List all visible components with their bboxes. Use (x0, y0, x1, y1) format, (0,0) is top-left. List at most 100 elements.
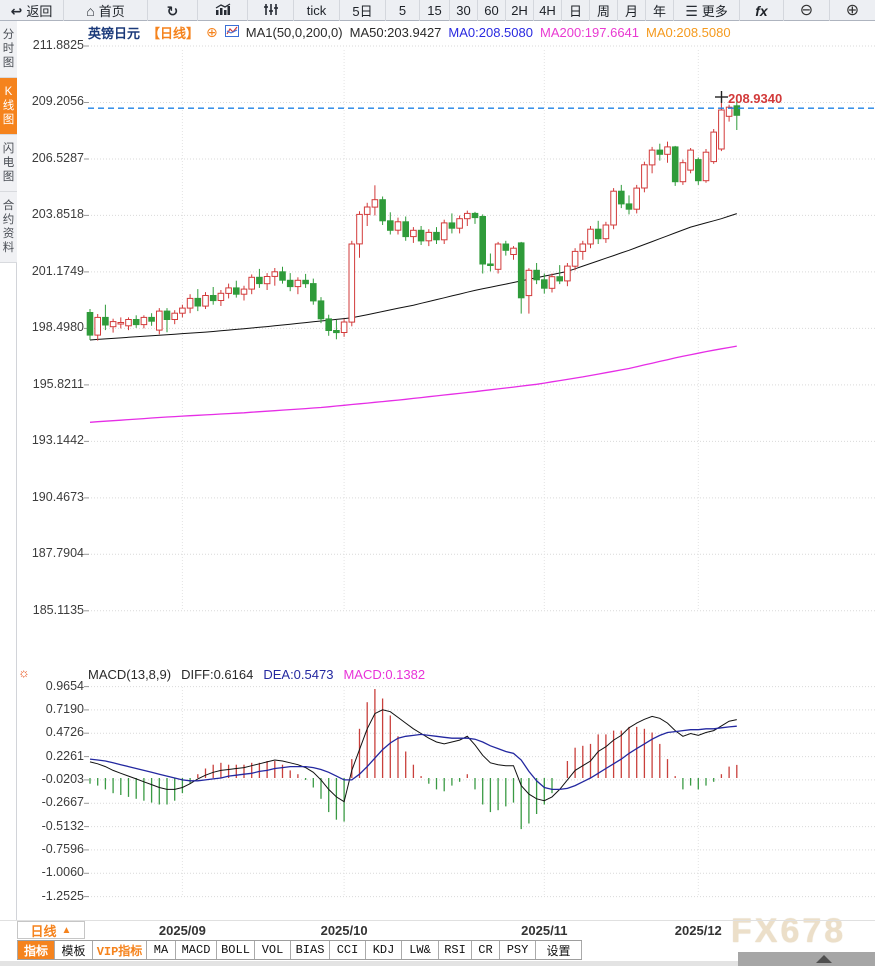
refresh-icon: ↻ (166, 2, 179, 19)
sidebar-item-contract-info[interactable]: 合约资料 (0, 192, 17, 263)
toolbar-label: 更多 (701, 4, 728, 19)
macd-header: MACD(13,8,9) DIFF:0.6164 DEA:0.5473 MACD… (88, 667, 425, 682)
indicator-settings-icon[interactable]: ☼ (18, 665, 30, 680)
toolbar-m60[interactable]: 60 (478, 0, 506, 21)
horizontal-scrollbar-track[interactable] (0, 961, 875, 966)
tab-macd[interactable]: MACD (176, 941, 217, 959)
dea-value: DEA:0.5473 (263, 667, 334, 682)
divider (0, 920, 875, 921)
toolbar-h2[interactable]: 2H (506, 0, 534, 21)
tab-boll[interactable]: BOLL (217, 941, 255, 959)
macd-formula: MACD(13,8,9) (88, 667, 172, 682)
ma200-value: MA200:197.6641 (539, 24, 640, 40)
toolbar-bar-chart[interactable] (198, 0, 248, 21)
toolbar-tick[interactable]: tick (294, 0, 340, 21)
ma-formula: MA1(50,0,200,0) (245, 24, 343, 40)
tab-zhibiao[interactable]: 指标 (17, 941, 55, 959)
zoom-in-icon: ⊕ (845, 1, 860, 19)
period-selector[interactable]: 日线 ▲ (17, 921, 85, 939)
candlestick-icon (263, 3, 279, 18)
watermark: FX678 (731, 912, 847, 950)
horizontal-scrollbar-thumb[interactable] (738, 952, 875, 966)
period-selector-label: 日线 (30, 923, 57, 939)
toolbar-back[interactable]: ↩ 返回 (0, 0, 64, 21)
toolbar-zoom-in[interactable]: ⊕ (830, 0, 875, 21)
toolbar-label: 30 (456, 3, 471, 18)
ma0-blue-value: MA0:208.5080 (448, 24, 533, 40)
price-axis-label: 211.8825 (32, 38, 84, 52)
toolbar-label: 5 (398, 3, 407, 18)
last-price-label: 208.9340 (728, 91, 783, 106)
macd-axis-label: -1.2525 (41, 888, 84, 903)
toolbar: ↩ 返回 ⌂ 首页 ↻ tick 5日 5 15 30 60 2H 4H 日周月年 ☰ 更多 fx ⊖ ⊕ (0, 0, 875, 21)
home-icon: ⌂ (86, 2, 95, 19)
price-axis-label: 195.8211 (32, 376, 84, 391)
macd-axis-label: -0.7596 (41, 841, 84, 856)
toolbar-m5[interactable]: 5 (386, 0, 420, 21)
collapse-arrow-icon: ▲ (61, 924, 72, 936)
tab-moban[interactable]: 模板 (55, 941, 93, 959)
tab-bias[interactable]: BIAS (291, 941, 330, 959)
period-tag: 【日线】 (147, 25, 200, 41)
tab-vol[interactable]: VOL (255, 941, 291, 959)
price-axis-label: 206.5287 (31, 150, 84, 165)
macd-axis-label: 0.2261 (45, 748, 84, 763)
tab-lwr[interactable]: LW& (402, 941, 439, 959)
toolbar-more[interactable]: ☰ 更多 (674, 0, 740, 21)
toolbar-month[interactable]: 月 (618, 0, 646, 21)
toolbar-week[interactable]: 周 (590, 0, 618, 21)
tab-shezhi[interactable]: 设置 (536, 941, 582, 959)
toolbar-label: 月 (624, 4, 638, 19)
ma-settings-icon[interactable] (224, 24, 239, 40)
bar-chart-icon (215, 3, 231, 18)
toolbar-h4[interactable]: 4H (534, 0, 562, 21)
toolbar-label: fx (755, 2, 768, 19)
price-axis-label: 201.1749 (31, 263, 84, 278)
tab-vip-zhibiao[interactable]: VIP指标 (93, 941, 147, 959)
macd-axis-label: 0.9654 (45, 678, 84, 693)
macd-axis-label: -0.5132 (41, 818, 84, 833)
symbol-name: 英镑日元 (88, 25, 141, 41)
toolbar-fx[interactable]: fx (740, 0, 784, 21)
toolbar-label: 首页 (98, 4, 125, 19)
toolbar-year[interactable]: 年 (646, 0, 674, 21)
time-axis-label: 2025/11 (521, 923, 568, 938)
price-axis-label: 203.8518 (31, 207, 84, 222)
ma50-value: MA50:203.9427 (349, 24, 442, 40)
macd-axis-label: -1.0060 (41, 865, 84, 880)
toolbar-m15[interactable]: 15 (420, 0, 450, 21)
toolbar-5d[interactable]: 5日 (340, 0, 386, 21)
macd-axis-label: -0.0203 (41, 771, 84, 786)
time-axis-label: 2025/12 (674, 923, 722, 938)
tab-kdj[interactable]: KDJ (366, 941, 402, 959)
macd-axis-label: 0.7190 (45, 701, 84, 716)
macd-axis-label: -0.2667 (41, 795, 84, 810)
tab-cci[interactable]: CCI (330, 941, 366, 959)
ma0-orange-value: MA0:208.5080 (646, 24, 731, 40)
tab-psy[interactable]: PSY (500, 941, 536, 959)
toolbar-day[interactable]: 日 (562, 0, 590, 21)
price-axis-label: 185.1135 (32, 602, 84, 617)
toolbar-m30[interactable]: 30 (450, 0, 478, 21)
tab-ma[interactable]: MA (147, 941, 176, 959)
add-indicator-icon[interactable]: ⊕ (206, 24, 218, 40)
sidebar-item-fenshi[interactable]: 分时图 (0, 21, 17, 78)
tab-rsi[interactable]: RSI (439, 941, 472, 959)
price-axis-label: 193.1442 (31, 433, 84, 448)
time-axis-label: 2025/10 (320, 923, 368, 938)
sidebar-item-flash[interactable]: 闪电图 (0, 135, 17, 192)
diff-value: DIFF:0.6164 (181, 667, 254, 682)
price-axis-label: 209.2056 (31, 94, 84, 109)
toolbar-home[interactable]: ⌂ 首页 (64, 0, 148, 21)
toolbar-label: tick (306, 3, 327, 18)
toolbar-label: 日 (568, 4, 582, 19)
toolbar-candle-chart[interactable] (248, 0, 294, 21)
toolbar-label: 年 (652, 4, 666, 19)
toolbar-label: 4H (539, 3, 556, 18)
toolbar-refresh[interactable]: ↻ (148, 0, 198, 21)
toolbar-zoom-out[interactable]: ⊖ (784, 0, 830, 21)
tab-cr[interactable]: CR (472, 941, 500, 959)
